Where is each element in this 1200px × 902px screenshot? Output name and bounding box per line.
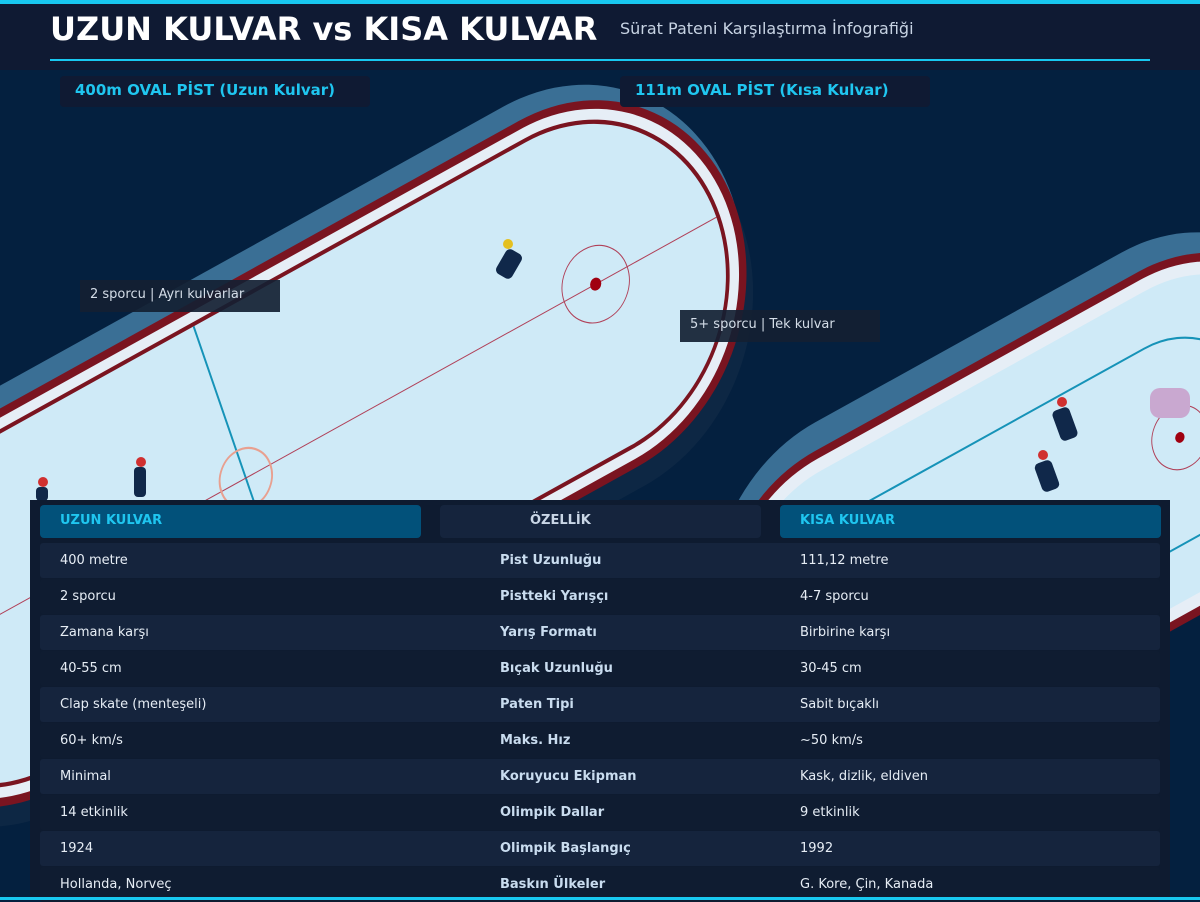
feature-name: Yarış Formatı (500, 625, 597, 640)
top-accent-bar (0, 0, 1200, 4)
table-row: Zamana karşı Yarış Formatı Birbirine karşı (40, 615, 1160, 650)
column-header-short: KISA KULVAR (780, 505, 1161, 538)
bottom-accent-bar (0, 897, 1200, 900)
table-row: 14 etkinlik Olimpik Dallar 9 etkinlik (40, 795, 1160, 830)
value-short: 30-45 cm (800, 661, 862, 676)
short-track-note: 5+ sporcu | Tek kulvar (680, 310, 880, 342)
feature-name: Baskın Ülkeler (500, 877, 606, 892)
header-divider (50, 59, 1150, 61)
column-header-long: UZUN KULVAR (40, 505, 421, 538)
value-short: Kask, dizlik, eldiven (800, 769, 928, 784)
table-row: 1924 Olimpik Başlangıç 1992 (40, 831, 1160, 866)
table-row: Hollanda, Norveç Baskın Ülkeler G. Kore, Ç… (40, 867, 1160, 902)
long-track-section-label: 400m OVAL PİST (Uzun Kulvar) (60, 76, 370, 107)
feature-name: Olimpik Başlangıç (500, 841, 631, 856)
page-subtitle: Sürat Pateni Karşılaştırma İnfografiği (620, 19, 914, 38)
value-short: Sabit bıçaklı (800, 697, 880, 712)
value-long: 60+ km/s (60, 733, 123, 748)
value-long: Hollanda, Norveç (60, 877, 172, 892)
value-short: G. Kore, Çin, Kanada (800, 877, 934, 892)
value-long: Minimal (60, 769, 111, 784)
long-track-note: 2 sporcu | Ayrı kulvarlar (80, 280, 280, 312)
value-long: Clap skate (menteşeli) (60, 697, 207, 712)
feature-name: Pistteki Yarışçı (500, 589, 609, 604)
table-row: 40-55 cm Bıçak Uzunluğu 30-45 cm (40, 651, 1160, 686)
page-title: UZUN KULVAR vs KISA KULVAR (50, 10, 598, 48)
feature-name: Bıçak Uzunluğu (500, 661, 613, 676)
table-row: 60+ km/s Maks. Hız ~50 km/s (40, 723, 1160, 758)
table-row: 400 metre Pist Uzunluğu 111,12 metre (40, 543, 1160, 578)
value-long: Zamana karşı (60, 625, 149, 640)
feature-name: Koruyucu Ekipman (500, 769, 637, 784)
value-short: 4-7 sporcu (800, 589, 869, 604)
table-row: Clap skate (menteşeli) Paten Tipi Sabit bı… (40, 687, 1160, 722)
value-long: 14 etkinlik (60, 805, 128, 820)
table-row: 2 sporcu Pistteki Yarışçı 4-7 sporcu (40, 579, 1160, 614)
value-short: 111,12 metre (800, 553, 889, 568)
value-short: Birbirine karşı (800, 625, 891, 640)
skaters (36, 239, 1190, 501)
column-header-feature: ÖZELLİK (440, 505, 761, 538)
short-track-section-label: 111m OVAL PİST (Kısa Kulvar) (620, 76, 930, 107)
value-long: 1924 (60, 841, 94, 856)
feature-name: Paten Tipi (500, 697, 574, 712)
value-short: 9 etkinlik (800, 805, 860, 820)
value-long: 40-55 cm (60, 661, 122, 676)
value-long: 400 metre (60, 553, 128, 568)
feature-name: Olimpik Dallar (500, 805, 605, 820)
value-long: 2 sporcu (60, 589, 116, 604)
table-row: Minimal Koruyucu Ekipman Kask, dizlik, eld… (40, 759, 1160, 794)
value-short: 1992 (800, 841, 834, 856)
feature-name: Pist Uzunluğu (500, 553, 602, 568)
feature-name: Maks. Hız (500, 733, 571, 748)
value-short: ~50 km/s (800, 733, 863, 748)
